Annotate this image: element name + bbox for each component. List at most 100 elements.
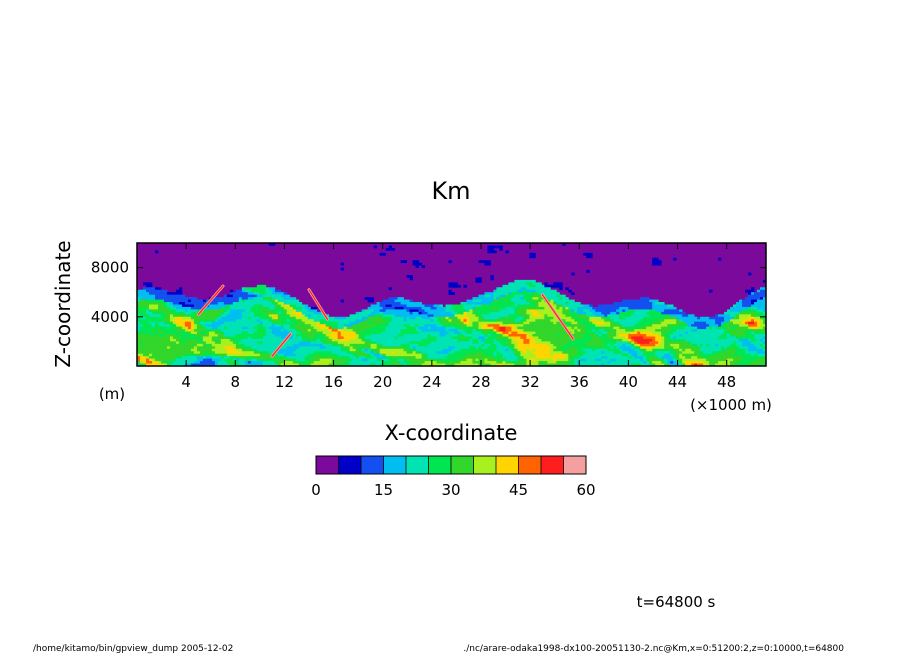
heatmap-cell	[334, 321, 339, 325]
heatmap-cell	[424, 336, 428, 340]
heatmap-cell	[520, 284, 524, 288]
heatmap-cell	[694, 346, 698, 350]
heatmap-cell	[541, 353, 545, 357]
heatmap-cell	[226, 341, 231, 345]
heatmap-cell	[481, 299, 485, 303]
heatmap-cell	[322, 338, 327, 342]
heatmap-cell	[463, 341, 467, 345]
heatmap-cell	[466, 348, 470, 352]
heatmap-cell	[256, 294, 261, 298]
heatmap-cell	[697, 326, 701, 330]
heatmap-cell	[469, 338, 473, 342]
heatmap-cell	[673, 338, 677, 342]
heatmap-cell	[679, 348, 683, 352]
heatmap-cell	[445, 306, 449, 310]
heatmap-cell	[475, 348, 479, 352]
heatmap-cell	[137, 299, 141, 303]
heatmap-cell	[673, 329, 677, 332]
heatmap-cell	[682, 331, 686, 335]
heatmap-cell	[514, 343, 518, 347]
heatmap-cell	[496, 343, 500, 347]
heatmap-cell	[751, 299, 755, 303]
heatmap-cell	[283, 353, 288, 357]
heatmap-cell	[418, 331, 422, 335]
heatmap-cell	[292, 309, 297, 313]
heatmap-cell	[403, 309, 407, 313]
heatmap-cell	[406, 314, 410, 318]
heatmap-cell	[310, 353, 315, 357]
heatmap-cell	[196, 336, 201, 340]
heatmap-cell	[628, 314, 632, 318]
heatmap-cell	[475, 299, 479, 303]
heatmap-cell	[676, 346, 680, 350]
heatmap-cell	[748, 297, 752, 300]
heatmap-cell	[379, 336, 384, 340]
heatmap-cell	[472, 306, 476, 310]
heatmap-cell	[673, 343, 677, 347]
heatmap-cell	[571, 331, 575, 335]
heatmap-cell	[661, 311, 665, 315]
heatmap-cell	[472, 343, 476, 347]
heatmap-cell	[238, 297, 243, 300]
heatmap-cell	[640, 314, 644, 318]
heatmap-cell	[484, 351, 488, 355]
heatmap-cell	[439, 331, 443, 335]
heatmap-cell	[208, 329, 213, 332]
heatmap-cell	[250, 351, 255, 355]
heatmap-cell	[409, 353, 413, 357]
heatmap-cell	[271, 304, 276, 308]
heatmap-cell	[190, 326, 195, 330]
heatmap-cell	[418, 321, 422, 325]
heatmap-cell	[142, 338, 147, 342]
heatmap-cell	[487, 351, 491, 355]
heatmap-cell	[535, 309, 539, 313]
heatmap-cell	[137, 336, 141, 340]
heatmap-cell	[649, 326, 653, 330]
heatmap-cell	[598, 336, 602, 340]
heatmap-cell	[559, 309, 563, 313]
heatmap-cell	[310, 326, 315, 330]
heatmap-cell	[262, 326, 267, 330]
heatmap-cell	[421, 326, 425, 330]
heatmap-cell	[565, 321, 569, 325]
heatmap-cell	[739, 314, 743, 318]
heatmap-cell	[253, 334, 258, 337]
heatmap-cell	[277, 338, 282, 342]
heatmap-cell	[493, 338, 497, 342]
heatmap-cell	[379, 252, 384, 256]
heatmap-cell	[625, 302, 629, 305]
heatmap-cell	[232, 351, 237, 355]
heatmap-cell	[454, 309, 458, 313]
heatmap-cell	[328, 321, 333, 325]
heatmap-cell	[472, 302, 476, 305]
heatmap-cell	[532, 309, 536, 313]
heatmap-cell	[763, 314, 766, 318]
heatmap-cell	[577, 309, 581, 313]
heatmap-cell	[598, 306, 602, 310]
heatmap-cell	[523, 324, 527, 328]
heatmap-cell	[571, 343, 575, 347]
heatmap-cell	[553, 331, 557, 335]
heatmap-cell	[250, 289, 255, 293]
heatmap-cell	[382, 309, 387, 313]
heatmap-cell	[361, 351, 366, 355]
heatmap-cell	[619, 353, 623, 357]
heatmap-cell	[286, 306, 291, 310]
heatmap-cell	[328, 336, 333, 340]
heatmap-cell	[577, 353, 581, 357]
heatmap-cell	[655, 329, 659, 332]
heatmap-cell	[439, 326, 443, 330]
heatmap-cell	[661, 319, 665, 323]
heatmap-cell	[172, 326, 177, 330]
heatmap-cell	[541, 338, 545, 342]
heatmap-cell	[310, 343, 315, 347]
heatmap-cell	[496, 304, 500, 308]
heatmap-cell	[475, 314, 479, 318]
heatmap-cell	[247, 297, 252, 300]
heatmap-cell	[232, 304, 237, 308]
heatmap-cell	[628, 329, 632, 332]
heatmap-cell	[454, 282, 458, 286]
heatmap-cell	[256, 292, 261, 296]
heatmap-cell	[154, 321, 159, 325]
heatmap-cell	[589, 353, 593, 357]
